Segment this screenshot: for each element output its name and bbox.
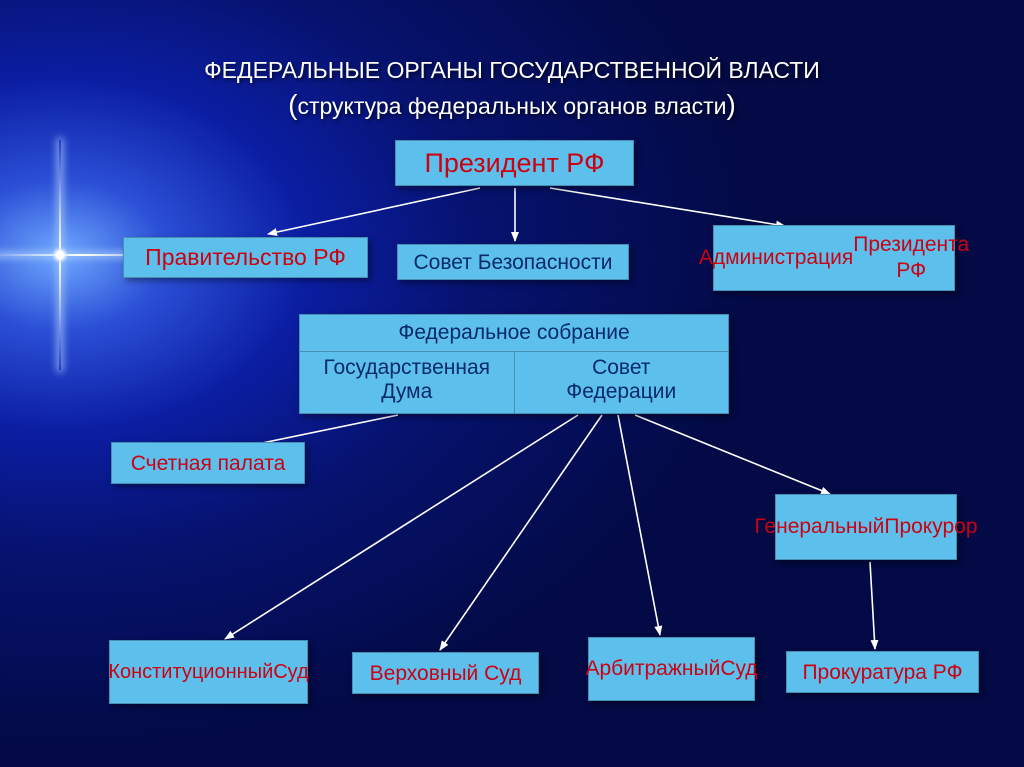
node-prosecutor-general: Генеральный Прокурор (775, 494, 957, 560)
node-government: Правительство РФ (123, 237, 368, 278)
node-admin-line1: Администрация (699, 245, 853, 271)
node-prosecutor-office: Прокуратура РФ (786, 651, 979, 693)
node-constitutional-court: Конституционный Суд (109, 640, 308, 704)
node-president-administration: Администрация Президента РФ (713, 225, 955, 291)
node-supreme-court: Верховный Суд (352, 652, 539, 694)
node-genpros-line2: Прокурор (884, 514, 977, 540)
slide-title: ФЕДЕРАЛЬНЫЕ ОРГАНЫ ГОСУДАРСТВЕННОЙ ВЛАСТ… (0, 55, 1024, 124)
title-line2: структура федеральных органов власти (297, 93, 726, 119)
node-security-council: Совет Безопасности (397, 244, 629, 280)
node-genpros-line1: Генеральный (754, 514, 884, 540)
node-constcourt-line1: Конституционный (108, 660, 273, 685)
node-constcourt-line2: Суд (273, 660, 308, 685)
node-arbcourt-line1: Арбитражный (585, 656, 720, 682)
federal-assembly-columns: Государственная Дума Совет Федерации (300, 352, 728, 414)
duma-line2: Дума (381, 380, 432, 403)
node-supcourt-label: Верховный Суд (370, 663, 522, 684)
node-audit-label: Счетная палата (131, 453, 286, 474)
title-paren-close: ) (727, 89, 736, 120)
title-line1: ФЕДЕРАЛЬНЫЕ ОРГАНЫ ГОСУДАРСТВЕННОЙ ВЛАСТ… (204, 57, 820, 83)
node-arbcourt-line2: Суд (720, 656, 757, 682)
duma-line1: Государственная (323, 356, 490, 379)
sf-line1: Совет (592, 356, 650, 379)
federal-assembly-label: Федеральное собрание (398, 321, 629, 344)
node-prosecutor-label: Прокуратура РФ (802, 662, 962, 683)
node-admin-line2: Президента РФ (853, 232, 969, 285)
node-state-duma: Государственная Дума (300, 352, 515, 414)
node-federation-council: Совет Федерации (515, 352, 729, 414)
node-audit-chamber: Счетная палата (111, 442, 305, 484)
node-government-label: Правительство РФ (145, 246, 346, 269)
federal-assembly-header: Федеральное собрание (300, 315, 728, 352)
sf-line2: Федерации (566, 380, 676, 403)
node-president-label: Президент РФ (424, 150, 604, 177)
node-federal-assembly: Федеральное собрание Государственная Дум… (299, 314, 729, 414)
node-arbitration-court: Арбитражный Суд (588, 637, 755, 701)
node-security-council-label: Совет Безопасности (414, 252, 613, 273)
diagram-stage: ФЕДЕРАЛЬНЫЕ ОРГАНЫ ГОСУДАРСТВЕННОЙ ВЛАСТ… (0, 0, 1024, 767)
node-president: Президент РФ (395, 140, 634, 186)
